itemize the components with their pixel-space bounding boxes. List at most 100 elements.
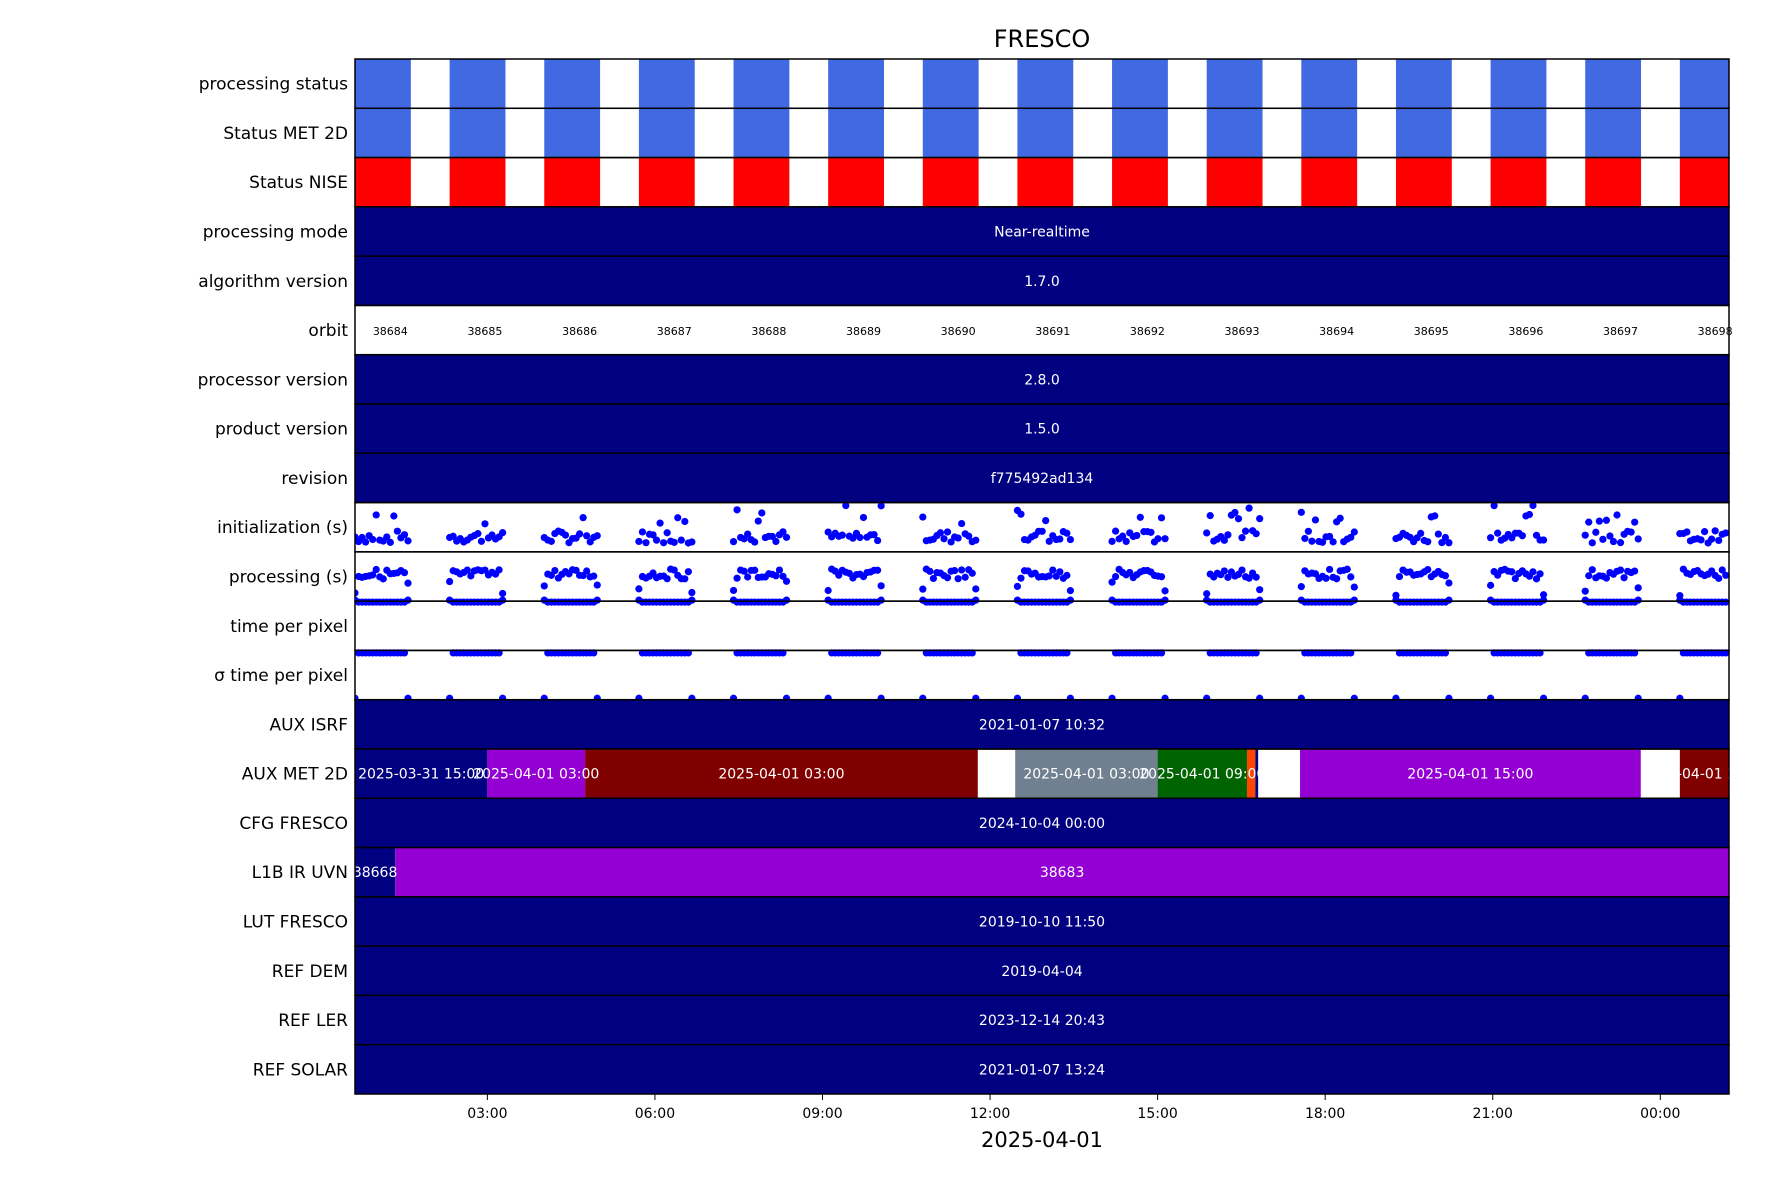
- data-point: [1241, 527, 1250, 535]
- bar-segment: [355, 946, 1729, 996]
- data-point: [972, 596, 980, 604]
- data-point: [1245, 574, 1253, 582]
- data-point: [499, 589, 507, 598]
- data-point: [1588, 539, 1596, 547]
- x-tick-label: 15:00: [1137, 1106, 1177, 1122]
- bar-label: 2021-01-07 10:32: [979, 717, 1105, 733]
- data-point: [1347, 573, 1355, 581]
- row-label: AUX MET 2D: [242, 765, 348, 785]
- data-point: [638, 528, 647, 536]
- data-point: [1157, 573, 1166, 581]
- data-point: [740, 567, 748, 575]
- data-point: [1252, 573, 1260, 581]
- data-point: [1311, 516, 1320, 524]
- status-block: [828, 108, 884, 158]
- data-point: [926, 567, 934, 575]
- row-status-met-2d: [355, 108, 1729, 158]
- data-point: [1595, 517, 1603, 525]
- data-point: [943, 574, 952, 582]
- row-label: REF LER: [278, 1011, 348, 1031]
- row-initialization-s-: [355, 501, 1729, 547]
- data-point: [1539, 536, 1548, 544]
- status-block: [638, 157, 695, 207]
- data-point: [1154, 535, 1162, 543]
- data-point: [1441, 572, 1450, 580]
- status-block: [1112, 59, 1168, 109]
- data-point: [1588, 566, 1596, 574]
- data-point: [751, 538, 759, 546]
- status-block: [1585, 157, 1642, 207]
- data-point: [1539, 596, 1548, 604]
- orbit-label: 38698: [1698, 325, 1733, 338]
- status-block: [733, 108, 790, 158]
- bar-label: 2025-04-01 21:00: [1641, 767, 1767, 783]
- orbit-label: 38696: [1508, 325, 1543, 338]
- data-point: [1056, 568, 1064, 576]
- row-ref-dem: [355, 946, 1729, 996]
- row-label: L1B IR UVN: [252, 863, 348, 883]
- row-processing-s-: [355, 565, 1729, 600]
- status-block: [638, 59, 695, 109]
- data-point: [393, 527, 401, 535]
- data-point: [1322, 574, 1330, 582]
- data-point: [775, 566, 784, 574]
- data-point: [400, 569, 409, 577]
- data-point: [1111, 527, 1120, 535]
- x-tick-label: 18:00: [1305, 1106, 1345, 1122]
- row-label: processing (s): [229, 568, 348, 588]
- row-processing-status: [355, 59, 1729, 109]
- status-block: [1301, 108, 1358, 158]
- data-point: [1042, 517, 1050, 525]
- row-aux-met-2d: [355, 749, 1729, 799]
- data-point: [1231, 508, 1239, 517]
- row-algorithm-version: [355, 256, 1729, 306]
- data-point: [1161, 596, 1169, 604]
- status-block: [449, 108, 506, 158]
- row-border: [354, 649, 1730, 701]
- data-point: [379, 575, 387, 583]
- data-point: [1683, 528, 1691, 536]
- bar-label: 2019-04-04: [1001, 964, 1082, 980]
- status-block: [1395, 108, 1452, 158]
- bar-segment: [355, 847, 396, 897]
- data-point: [1417, 529, 1425, 537]
- data-point: [758, 509, 766, 517]
- bar-segment: [395, 847, 1729, 897]
- row-revision: [355, 453, 1729, 503]
- status-block: [544, 108, 601, 158]
- bar-segment: [355, 206, 1729, 257]
- row-processor-version: [355, 354, 1729, 404]
- data-point: [729, 586, 738, 595]
- data-point: [1161, 587, 1169, 595]
- row-label: CFG FRESCO: [239, 814, 348, 834]
- data-point: [919, 585, 927, 593]
- status-block: [1490, 108, 1547, 158]
- data-point: [355, 589, 359, 597]
- data-point: [1045, 572, 1053, 580]
- data-point: [404, 596, 412, 604]
- data-point: [372, 565, 380, 574]
- orbit-label: 38692: [1130, 325, 1165, 338]
- data-point: [768, 532, 776, 541]
- data-point: [572, 566, 580, 574]
- data-point: [1234, 515, 1243, 523]
- status-block: [1490, 157, 1547, 207]
- data-point: [1445, 539, 1453, 547]
- data-point: [649, 531, 657, 539]
- data-point: [361, 538, 370, 546]
- data-point: [965, 532, 973, 540]
- data-point: [1627, 528, 1635, 536]
- bar-label: 38683: [1040, 865, 1085, 881]
- bar-segment: [1679, 749, 1729, 799]
- status-block: [1585, 108, 1642, 158]
- data-point: [684, 568, 692, 576]
- data-point: [688, 596, 696, 604]
- data-point: [1599, 535, 1607, 543]
- data-point: [1613, 511, 1621, 519]
- orbit-label: 38695: [1414, 325, 1449, 338]
- status-block: [449, 59, 506, 109]
- bar-segment: [355, 453, 1729, 503]
- row-ref-ler: [355, 995, 1729, 1045]
- orbit-label: 38697: [1603, 325, 1638, 338]
- data-point: [663, 529, 671, 537]
